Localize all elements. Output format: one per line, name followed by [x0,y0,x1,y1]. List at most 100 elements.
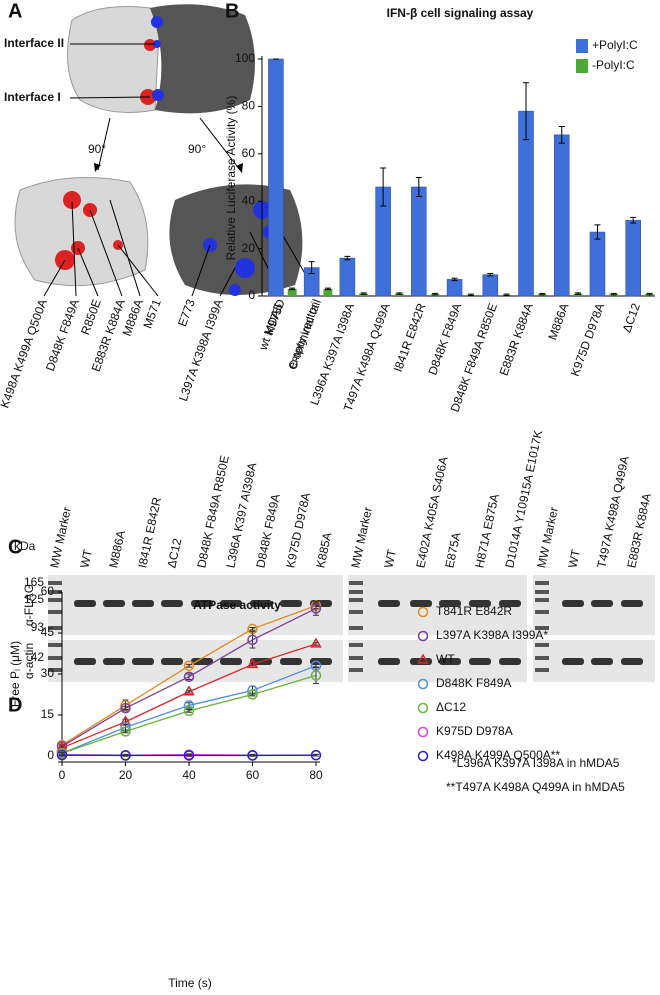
marker [417,726,429,738]
marker-label: 125 [24,592,44,606]
marker [417,678,429,690]
band [621,658,643,665]
error-bar [186,754,192,757]
marker [310,603,322,614]
blot-label: α-FLAG [22,584,36,626]
error-bar [313,753,319,757]
bar [339,257,356,297]
legend-swatch [576,39,588,53]
error-bar [415,177,422,197]
error-bar [59,753,65,757]
error-bar [186,673,192,680]
lane-label: WT [565,547,583,569]
error-bar [249,627,256,631]
x-axis-label: Time (s) [168,976,212,990]
error-bar [249,754,256,757]
lane-label: K975D D978A [283,491,313,569]
lane-label: WT [77,547,95,569]
marker [417,702,429,714]
bar [589,231,606,297]
marker [417,630,429,642]
interface-label: Interface I [4,90,61,104]
legend-label: K975D D978A [436,724,513,738]
lane-label: E875A [442,531,463,569]
x-tick-label: 0 [59,768,66,782]
error-bar [503,293,510,297]
ladder-band [48,581,62,585]
rotation-label: 90° [188,142,206,156]
band [469,658,491,665]
chart-title: IFN-β cell signaling assay [387,6,534,20]
y-tick-label: 60 [242,146,256,160]
ladder-band [48,656,62,660]
x-tick-label: E883R K884A [497,301,536,377]
y-axis-label: Relative Luciferase Activity (%) [224,96,238,261]
marker [247,689,258,700]
y-axis-label: Free Pᵢ (μM) [8,641,22,707]
ladder-band [48,590,62,594]
marker [120,726,131,737]
pointer-line [117,244,159,297]
x-tick-label: K975D D978A [568,301,607,378]
lane-label: D848K F849A [253,493,282,570]
band [103,658,125,665]
band [591,600,613,607]
x-tick-label: I841R E842R [391,301,429,374]
marker [183,685,195,696]
error-bar [313,666,319,685]
residue-label: E773 [175,297,198,328]
panel-label: B [225,0,239,22]
error-bar [467,293,474,297]
band [132,658,154,665]
legend-label: ΔC12 [436,700,466,714]
error-bar [539,292,546,296]
pointer-line [89,209,123,297]
marker [183,705,195,717]
y-tick-label: 0 [248,288,255,302]
marker [120,702,131,714]
band [161,600,183,607]
band [410,600,432,607]
marker [417,606,429,618]
band [562,658,584,665]
lane-label: MW Marker [534,506,561,570]
marker [310,637,322,648]
y-tick-label: 15 [41,707,55,721]
bar [482,274,499,297]
panel-label: C [8,536,22,558]
marker [56,749,68,761]
ladder-band [349,626,363,630]
legend-label: T841R E842R [436,604,512,618]
error-bar [558,126,565,144]
marker [417,653,429,664]
error-bar [523,82,530,141]
band [74,658,96,665]
x-tick-label: empty vector [285,301,322,370]
ladder-band [535,610,549,614]
blot-label: α-actin [22,643,36,679]
lane-label: MW Marker [47,506,74,570]
note: **T497A K498A Q499A in hMDA5 [446,780,625,794]
band [591,658,613,665]
lane-label: T497A K498A Q499A [594,455,631,570]
ladder-band [349,590,363,594]
panel-label: A [8,0,22,22]
error-bar [380,167,387,207]
band [250,600,272,607]
ladder-band [48,598,62,602]
y-tick-label: 60 [41,584,55,598]
y-tick-label: 45 [41,625,55,639]
error-bar [122,729,129,734]
legend-label: WT [436,652,455,666]
error-bar [487,272,494,277]
error-bar [308,261,315,274]
band [621,600,643,607]
legend-label: K498A K499A Q500A** [436,748,560,762]
panel-label: D [8,694,22,716]
error-bar [249,692,256,697]
marker [247,750,258,761]
band [280,658,302,665]
marker [183,660,195,672]
error-bar [289,287,296,291]
